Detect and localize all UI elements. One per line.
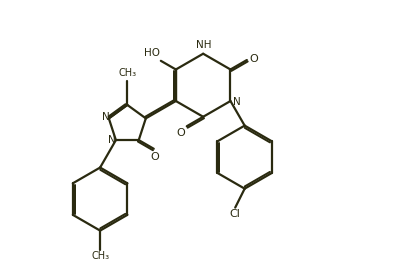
Text: N: N [108, 135, 116, 145]
Text: N: N [232, 97, 240, 107]
Text: O: O [248, 54, 257, 64]
Text: CH₃: CH₃ [118, 68, 136, 78]
Text: O: O [150, 152, 159, 162]
Text: HO: HO [143, 48, 160, 58]
Text: Cl: Cl [229, 209, 240, 219]
Text: O: O [175, 128, 184, 138]
Text: N: N [102, 112, 110, 122]
Text: NH: NH [196, 40, 211, 50]
Text: CH₃: CH₃ [91, 251, 109, 261]
